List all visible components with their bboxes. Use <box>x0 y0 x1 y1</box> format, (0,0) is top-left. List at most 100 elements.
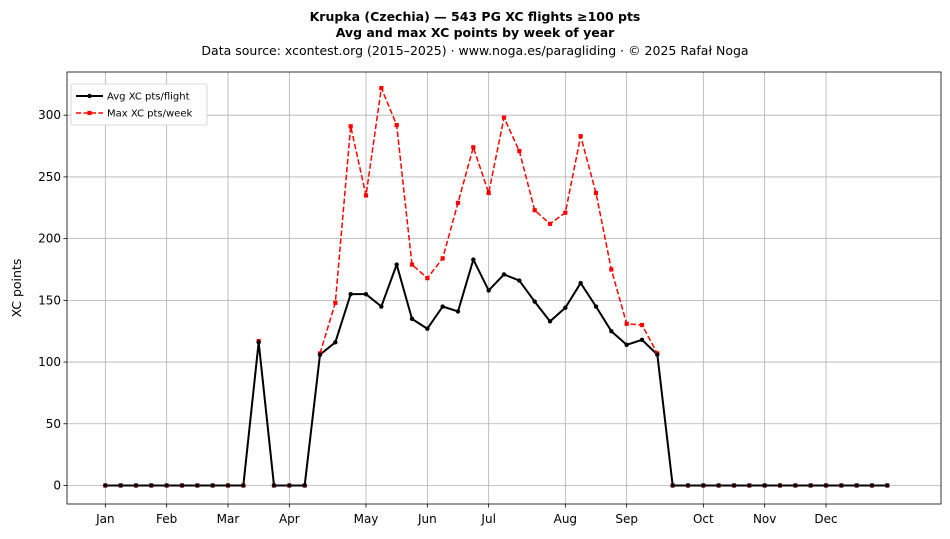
x-tick-label-mar: Mar <box>217 512 240 526</box>
data-point-max <box>609 267 614 272</box>
data-point-avg <box>133 483 139 488</box>
grid <box>67 72 941 504</box>
data-point-avg <box>471 257 476 262</box>
data-point-avg <box>379 304 384 309</box>
data-point-max <box>563 210 568 215</box>
data-point-avg <box>808 483 813 488</box>
legend: Avg XC pts/flight Max XC pts/week <box>70 83 208 126</box>
x-tick-label-jan: Jan <box>95 512 115 526</box>
data-point-avg <box>333 340 338 345</box>
data-point-avg <box>103 483 108 488</box>
series-line-max <box>105 87 888 487</box>
data-point-avg <box>271 483 277 488</box>
y-tick-label: 0 <box>53 478 61 492</box>
data-point-avg <box>747 483 752 488</box>
chart-source: Data source: xcontest.org (2015–2025) · … <box>201 43 748 58</box>
data-point-max <box>501 115 507 120</box>
data-point-avg <box>348 291 353 297</box>
data-point-avg <box>731 483 737 488</box>
data-point-avg <box>287 483 292 488</box>
data-point-avg <box>241 483 246 488</box>
data-point-avg <box>701 483 706 488</box>
x-tick-label-jun: Jun <box>417 512 437 526</box>
x-tick-label-aug: Aug <box>554 512 577 526</box>
y-tick-label: 150 <box>38 293 61 307</box>
data-point-avg <box>164 483 169 488</box>
legend-marker-max <box>87 110 92 116</box>
y-axis: 0 50 100 150 200 250 300 <box>38 108 67 492</box>
data-point-max <box>394 122 399 128</box>
data-point-avg <box>823 483 829 488</box>
data-point-avg <box>210 483 215 488</box>
data-point-max <box>363 193 369 198</box>
data-point-max <box>532 208 537 213</box>
data-point-max <box>440 256 445 261</box>
data-point-avg <box>578 280 583 286</box>
data-point-max <box>547 221 553 226</box>
data-point-avg <box>593 304 599 309</box>
data-point-avg <box>624 342 629 347</box>
data-point-avg <box>532 299 537 304</box>
data-point-avg <box>563 305 568 310</box>
x-tick-label-sep: Sep <box>615 512 638 526</box>
data-point-avg <box>394 262 399 267</box>
data-point-avg <box>639 337 645 343</box>
data-point-avg <box>440 304 445 309</box>
data-point-avg <box>716 483 721 488</box>
data-point-max <box>486 190 491 196</box>
data-point-avg <box>517 278 522 283</box>
data-point-max <box>624 321 629 326</box>
data-point-avg <box>885 483 890 488</box>
data-point-avg <box>409 316 415 322</box>
data-point-avg <box>455 309 461 314</box>
data-point-avg <box>685 483 691 488</box>
data-point-max <box>517 148 522 154</box>
data-point-max <box>409 262 415 267</box>
x-tick-label-oct: Oct <box>693 512 714 526</box>
data-point-avg <box>777 483 783 488</box>
data-point-max <box>593 190 599 196</box>
data-point-avg <box>609 329 614 334</box>
chart-title: Krupka (Czechia) — 543 PG XC flights ≥10… <box>310 9 641 24</box>
data-point-avg <box>179 483 185 488</box>
data-point-max <box>455 200 461 205</box>
data-point-avg <box>670 483 675 488</box>
y-tick-label: 200 <box>38 232 61 246</box>
data-point-avg <box>839 483 844 488</box>
x-tick-label-dec: Dec <box>814 512 837 526</box>
data-point-avg <box>869 483 875 488</box>
y-tick-label: 300 <box>38 108 61 122</box>
x-tick-label-apr: Apr <box>279 512 300 526</box>
data-point-max <box>333 300 338 305</box>
series-layer <box>103 85 890 488</box>
data-point-avg <box>793 483 798 488</box>
y-tick-label: 100 <box>38 355 61 369</box>
data-point-max <box>578 134 583 139</box>
legend-box <box>70 83 208 126</box>
legend-label-max: Max XC pts/week <box>107 109 192 120</box>
data-point-avg <box>149 483 154 488</box>
legend-marker-avg <box>87 93 92 99</box>
plot-frame <box>66 71 942 505</box>
x-tick-label-feb: Feb <box>156 512 177 526</box>
data-point-avg <box>317 352 323 357</box>
data-point-max <box>639 322 645 328</box>
data-point-avg <box>302 483 307 488</box>
data-point-avg <box>256 340 261 345</box>
chart-subtitle: Avg and max XC points by week of year <box>336 25 615 40</box>
data-point-avg <box>118 483 123 488</box>
y-axis-label: XC points <box>9 259 24 318</box>
x-tick-label-nov: Nov <box>753 512 776 526</box>
y-tick-label: 50 <box>46 417 61 431</box>
y-tick-label: 250 <box>38 170 61 184</box>
data-point-avg <box>547 319 553 324</box>
data-point-max <box>379 85 384 91</box>
data-point-avg <box>486 288 491 293</box>
data-point-avg <box>425 326 430 331</box>
data-point-max <box>348 124 353 129</box>
data-point-avg <box>501 272 507 277</box>
legend-label-avg: Avg XC pts/flight <box>107 92 190 103</box>
data-point-avg <box>195 483 200 488</box>
data-point-avg <box>655 352 660 357</box>
x-tick-label-may: May <box>354 512 379 526</box>
